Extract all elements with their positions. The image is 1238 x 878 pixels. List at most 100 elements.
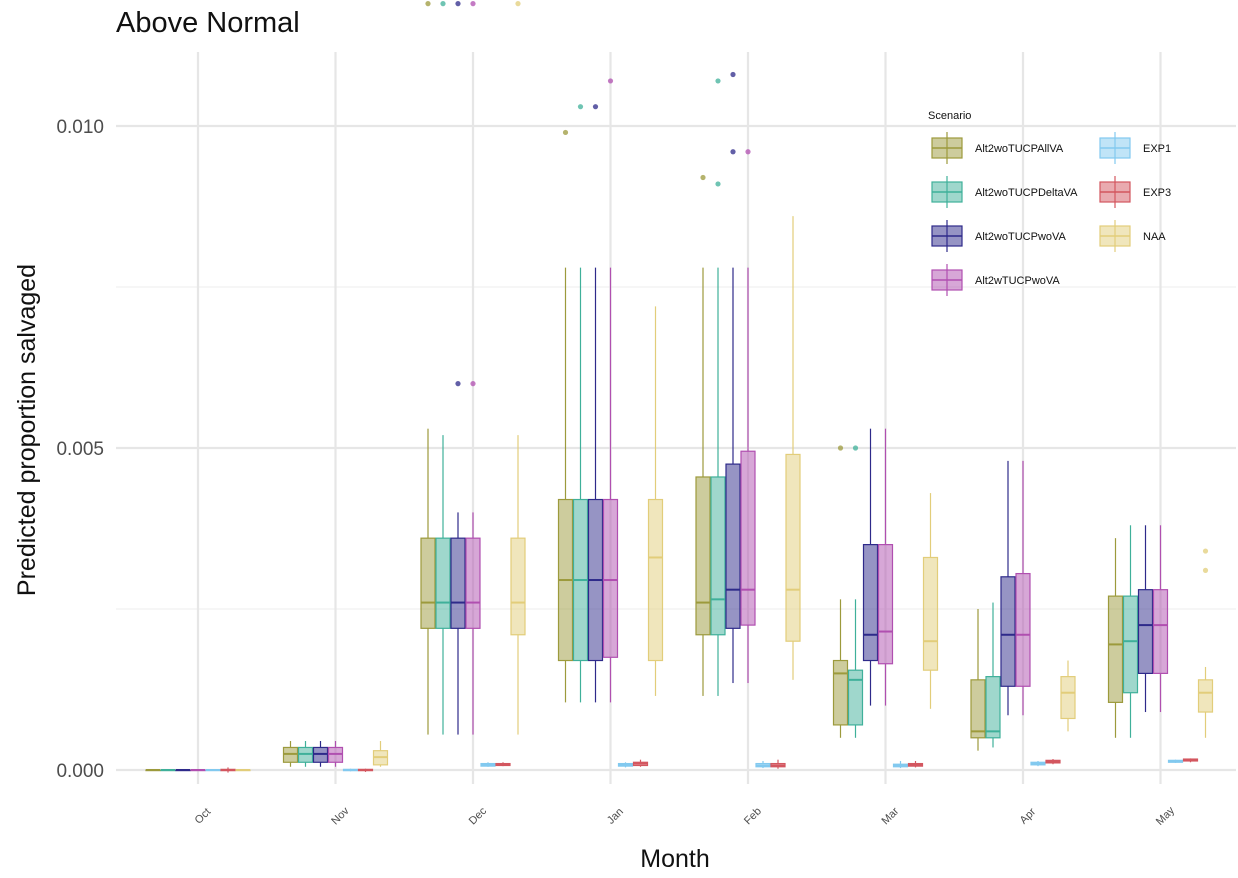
box-iqr [1152, 589, 1169, 674]
box-EXP1-Dec [480, 762, 496, 767]
box-Alt2wTUCPwoVA-Oct [190, 769, 206, 772]
box-Alt2woTUCPDeltaVA-Apr [985, 602, 1001, 748]
box-iqr [785, 453, 801, 642]
box-EXP3-May [1182, 758, 1199, 763]
box-Alt2woTUCPwoVA-Feb [725, 71, 741, 684]
outlier-point [837, 445, 844, 451]
box-iqr [740, 450, 756, 626]
chart-title: Above Normal [116, 7, 300, 39]
box-iqr [877, 543, 894, 665]
box-Alt2woTUCPwoVA-Nov [312, 741, 329, 767]
x-tick-label: May [1154, 804, 1178, 828]
box-iqr [970, 679, 986, 739]
box-EXP3-Feb [770, 759, 786, 769]
legend: Scenario Alt2woTUCPAllVA Alt2woTUCPDeltaV… [928, 110, 1171, 296]
box-Alt2wTUCPwoVA-Nov [327, 741, 344, 767]
box-Alt2wTUCPwoVA-Apr [1015, 460, 1031, 716]
legend-item: NAA [1099, 220, 1166, 252]
box-Alt2woTUCPwoVA-Oct [175, 769, 191, 772]
box-EXP3-Oct [220, 767, 236, 773]
box-iqr [832, 659, 849, 726]
outlier-point [455, 381, 461, 387]
outlier-point [562, 129, 569, 136]
box-NAA-Nov [372, 741, 389, 767]
y-tick-label: 0.000 [56, 761, 104, 782]
box-EXP1-Mar [892, 760, 909, 769]
box-EXP3-Nov [357, 768, 374, 772]
box-iqr [1000, 576, 1016, 687]
box-Alt2woTUCPAllVA-Jan [557, 129, 574, 703]
outlier-point [715, 181, 721, 187]
outlier-point [425, 1, 431, 7]
outlier-point [730, 149, 736, 155]
legend-label: Alt2wTUCPwoVA [975, 275, 1060, 287]
box-iqr [922, 556, 939, 671]
box-iqr [435, 537, 451, 629]
outlier-point [515, 1, 521, 7]
box-EXP3-Jan [632, 759, 649, 767]
legend-item: EXP1 [1099, 132, 1171, 164]
legend-item: Alt2woTUCPDeltaVA [931, 176, 1078, 208]
box-Alt2woTUCPDeltaVA-Jan [572, 104, 589, 703]
legend-label: NAA [1143, 231, 1166, 243]
box-NAA-Mar [922, 493, 939, 709]
box-iqr [1015, 572, 1031, 687]
box-EXP3-Apr [1045, 759, 1061, 765]
box-NAA-Oct [235, 769, 251, 772]
box-EXP1-May [1167, 759, 1184, 763]
box-Alt2woTUCPwoVA-Dec [450, 1, 466, 735]
box-Alt2woTUCPwoVA-Jan [587, 104, 604, 703]
outlier-point [607, 78, 614, 84]
box-iqr [450, 537, 466, 629]
x-tick-label: Apr [1018, 806, 1039, 827]
outlier-point [592, 104, 599, 110]
boxes-layer [145, 1, 1214, 773]
box-Alt2woTUCPDeltaVA-Nov [297, 741, 314, 767]
box-NAA-Dec [510, 1, 526, 735]
box-EXP1-Feb [755, 760, 771, 769]
box-Alt2woTUCPAllVA-May [1107, 538, 1124, 738]
box-Alt2woTUCPwoVA-Apr [1000, 460, 1016, 716]
box-iqr [510, 537, 526, 636]
box-Alt2woTUCPAllVA-Dec [420, 1, 436, 735]
box-iqr [1122, 595, 1139, 694]
box-EXP1-Apr [1030, 760, 1046, 767]
box-Alt2woTUCPwoVA-May [1137, 525, 1154, 713]
box-iqr [695, 476, 711, 636]
outlier-point [577, 104, 584, 110]
legend-label: EXP3 [1143, 187, 1171, 199]
box-Alt2woTUCPAllVA-Nov [282, 741, 299, 767]
x-tick-label: Dec [467, 805, 490, 828]
box-iqr [1197, 679, 1214, 713]
outlier-point [470, 381, 476, 387]
box-EXP1-Nov [342, 768, 359, 772]
outlier-point [1202, 567, 1209, 573]
box-NAA-Apr [1060, 660, 1076, 732]
box-iqr [710, 476, 726, 636]
box-NAA-Jan [647, 306, 664, 696]
outlier-point [730, 71, 736, 78]
outlier-point [440, 1, 446, 7]
box-Alt2woTUCPDeltaVA-May [1122, 525, 1139, 738]
box-iqr [647, 498, 664, 662]
outlier-point [700, 174, 706, 181]
box-iqr [465, 537, 481, 629]
box-Alt2woTUCPDeltaVA-Oct [160, 769, 176, 772]
box-iqr [1107, 595, 1124, 703]
box-Alt2woTUCPDeltaVA-Feb [710, 78, 726, 696]
y-tick-label: 0.010 [56, 117, 104, 138]
y-tick-label: 0.005 [56, 439, 104, 460]
outlier-point [1202, 548, 1209, 554]
box-iqr [1137, 589, 1154, 674]
box-Alt2woTUCPDeltaVA-Mar [847, 445, 864, 738]
box-iqr [602, 498, 619, 658]
legend-item: Alt2woTUCPAllVA [931, 132, 1064, 164]
y-axis-title: Predicted proportion salvaged [13, 264, 41, 596]
box-Alt2woTUCPwoVA-Mar [862, 428, 879, 706]
box-NAA-Feb [785, 216, 801, 680]
box-Alt2wTUCPwoVA-Dec [465, 1, 481, 735]
outlier-point [745, 149, 751, 155]
